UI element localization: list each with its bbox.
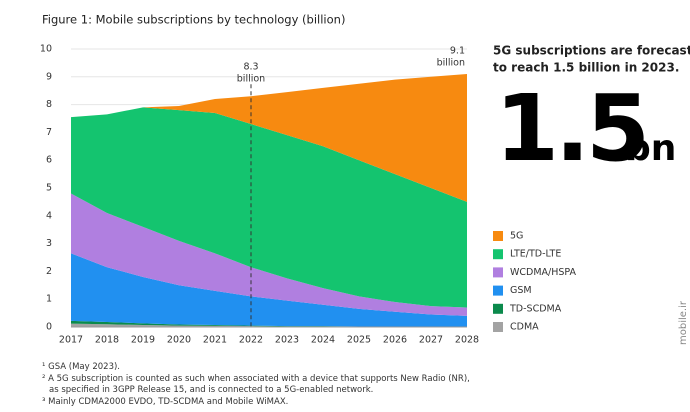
area [71,107,467,308]
legend-swatch [493,285,503,296]
area [71,74,467,202]
x-tick-label: 2019 [131,335,155,346]
legend-swatch [493,249,503,260]
x-tick-label: 2028 [455,335,479,346]
y-tick-label: 5 [46,183,52,194]
y-tick-label: 4 [46,210,52,221]
x-tick-label: 2021 [203,335,227,346]
area [71,320,467,327]
x-tick-label: 2017 [59,335,83,346]
footnote: as specified in 3GPP Release 15, and is … [49,385,373,395]
callout-text: 5G subscriptions are forecast [493,44,690,58]
legend-label: GSM [510,285,532,296]
footnote: ² A 5G subscription is counted as such w… [42,374,470,384]
y-tick-label: 3 [46,238,52,249]
chart-title: Figure 1: Mobile subscriptions by techno… [42,13,345,27]
legend-swatch [493,231,503,241]
annotation-unit: billion [237,74,265,85]
watermark: mobile.ir [678,300,689,345]
legend-swatch [493,322,503,332]
footnote: ¹ GSA (May 2023). [42,362,120,372]
x-tick-label: 2023 [275,335,299,346]
x-tick-label: 2026 [383,335,407,346]
legend-label: 5G [510,231,523,242]
area [71,323,467,327]
annotation-value: 9.1 [450,46,465,57]
area [71,253,467,327]
annotation-value: 8.3 [243,62,258,73]
x-tick-label: 2027 [419,335,443,346]
y-tick-label: 8 [46,99,52,110]
legend-label: WCDMA/HSPA [510,267,577,278]
y-tick-label: 7 [46,127,52,138]
annotation-unit: billion [437,58,465,69]
legend-label: CDMA [510,322,539,333]
x-tick-label: 2022 [239,335,263,346]
y-tick-label: 9 [46,71,52,82]
callout-unit: bn [625,128,676,169]
y-tick-label: 2 [46,266,52,277]
y-tick-label: 0 [46,322,52,333]
x-tick-label: 2018 [95,335,119,346]
y-tick-label: 6 [46,155,52,166]
legend-swatch [493,267,503,278]
callout-figure: 1.5 [495,75,646,182]
y-tick-label: 10 [40,44,52,55]
callout-text: to reach 1.5 billion in 2023. [493,61,679,75]
legend-label: LTE/TD-LTE [510,249,561,260]
x-tick-label: 2024 [311,335,335,346]
legend-swatch [493,303,503,314]
area [71,193,467,316]
x-tick-label: 2025 [347,335,371,346]
x-tick-label: 2020 [167,335,191,346]
legend-label: TD-SCDMA [509,303,562,314]
footnote: ³ Mainly CDMA2000 EVDO, TD-SCDMA and Mob… [42,397,288,407]
y-tick-label: 1 [46,294,52,305]
